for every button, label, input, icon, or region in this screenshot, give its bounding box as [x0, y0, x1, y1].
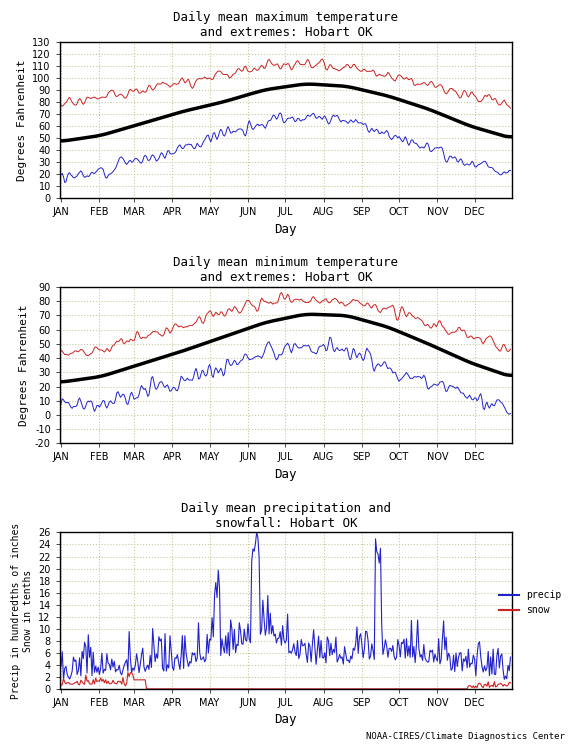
Title: Daily mean maximum temperature
and extremes: Hobart OK: Daily mean maximum temperature and extre… [173, 11, 398, 39]
Title: Daily mean precipitation and
snowfall: Hobart OK: Daily mean precipitation and snowfall: H… [181, 502, 391, 530]
Y-axis label: Degrees Fahrenheit: Degrees Fahrenheit [20, 305, 29, 426]
X-axis label: Day: Day [275, 468, 297, 481]
X-axis label: Day: Day [275, 714, 297, 726]
Title: Daily mean minimum temperature
and extremes: Hobart OK: Daily mean minimum temperature and extre… [173, 256, 398, 285]
Y-axis label: Precip in hundredths of inches
Snow in tenths: Precip in hundredths of inches Snow in t… [11, 522, 33, 699]
X-axis label: Day: Day [275, 223, 297, 235]
Legend: precip, snow: precip, snow [495, 586, 566, 619]
Y-axis label: Degrees Fahrenheit: Degrees Fahrenheit [17, 59, 26, 180]
Text: NOAA-CIRES/Climate Diagnostics Center: NOAA-CIRES/Climate Diagnostics Center [366, 732, 564, 741]
